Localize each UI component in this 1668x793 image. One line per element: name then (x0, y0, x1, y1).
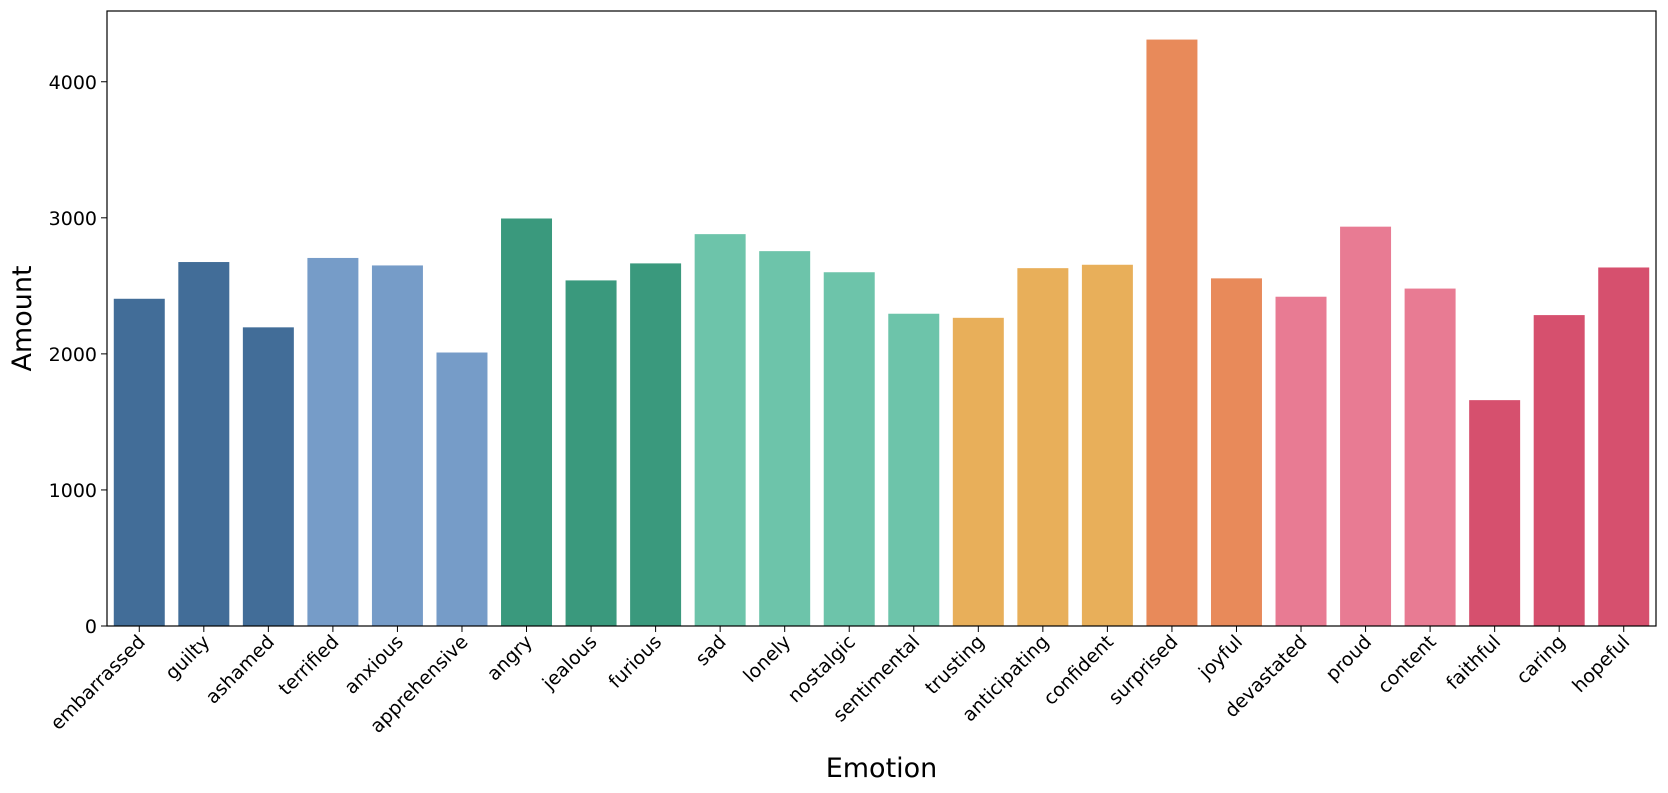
x-tick-label-hopeful: hopeful (1568, 631, 1634, 697)
x-tick-label-proud: proud (1322, 631, 1377, 686)
x-tick-label-furious: furious (604, 631, 666, 693)
bar-hopeful (1598, 267, 1650, 626)
bar-content (1404, 288, 1456, 626)
bar-terrified (307, 257, 359, 626)
x-tick-label-ashamed: ashamed (201, 631, 278, 708)
y-tick-label-4000: 4000 (49, 72, 97, 94)
x-tick-label-confident: confident (1039, 631, 1118, 710)
bar-embarrassed (113, 298, 165, 626)
x-tick-label-guilty: guilty (161, 631, 214, 684)
bar-devastated (1275, 296, 1327, 626)
x-axis: embarrassed guiltyashamedterrifiedanxious… (46, 626, 1634, 738)
bars-group (113, 39, 1650, 627)
x-tick-label-caring: caring (1512, 631, 1569, 688)
x-axis-title: Emotion (826, 753, 938, 784)
bar-ashamed (242, 327, 294, 626)
bar-furious (630, 263, 682, 626)
bar-apprehensive (436, 352, 488, 626)
bar-proud (1340, 226, 1392, 626)
bar-caring (1533, 315, 1585, 626)
x-tick-label-joyful: joyful (1194, 631, 1247, 684)
bar-lonely (759, 251, 811, 626)
x-tick-label-lonely: lonely (739, 631, 795, 687)
bar-surprised (1146, 39, 1198, 627)
bar-faithful (1469, 400, 1521, 626)
bar-nostalgic (823, 272, 875, 626)
x-tick-label-embarrassed: embarrassed (46, 631, 150, 735)
bar-joyful (1210, 278, 1262, 626)
y-axis: 0 1000 2000 3000 4000 (49, 72, 107, 638)
x-tick-label-faithful: faithful (1442, 631, 1505, 694)
y-tick-label-2000: 2000 (49, 344, 97, 366)
bar-sentimental (888, 313, 940, 626)
bar-confident (1081, 264, 1133, 626)
y-tick-label-3000: 3000 (49, 208, 97, 230)
x-tick-label-sad: sad (691, 631, 730, 670)
x-tick-label-trusting: trusting (921, 631, 989, 699)
bar-guilty (178, 262, 230, 626)
bar-trusting (952, 317, 1004, 626)
y-tick-label-0: 0 (85, 616, 97, 638)
bar-anticipating (1017, 268, 1069, 626)
x-tick-label-anxious: anxious (340, 631, 408, 699)
bar-sad (694, 234, 746, 626)
x-tick-label-content: content (1374, 631, 1441, 698)
x-tick-label-terrified: terrified (275, 631, 344, 700)
x-tick-label-angry: angry (483, 631, 537, 685)
y-tick-label-1000: 1000 (49, 480, 97, 502)
y-axis-title: Amount (7, 265, 38, 371)
bar-jealous (565, 280, 617, 626)
plot-frame (106, 10, 1657, 627)
bar-anxious (371, 265, 423, 626)
x-tick-label-surprised: surprised (1104, 631, 1182, 709)
bar-angry (501, 218, 553, 626)
x-tick-label-jealous: jealous (538, 631, 602, 695)
